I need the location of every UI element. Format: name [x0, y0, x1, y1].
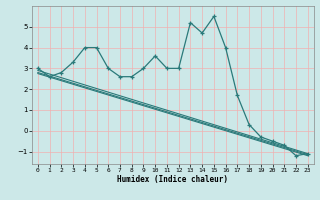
- X-axis label: Humidex (Indice chaleur): Humidex (Indice chaleur): [117, 175, 228, 184]
